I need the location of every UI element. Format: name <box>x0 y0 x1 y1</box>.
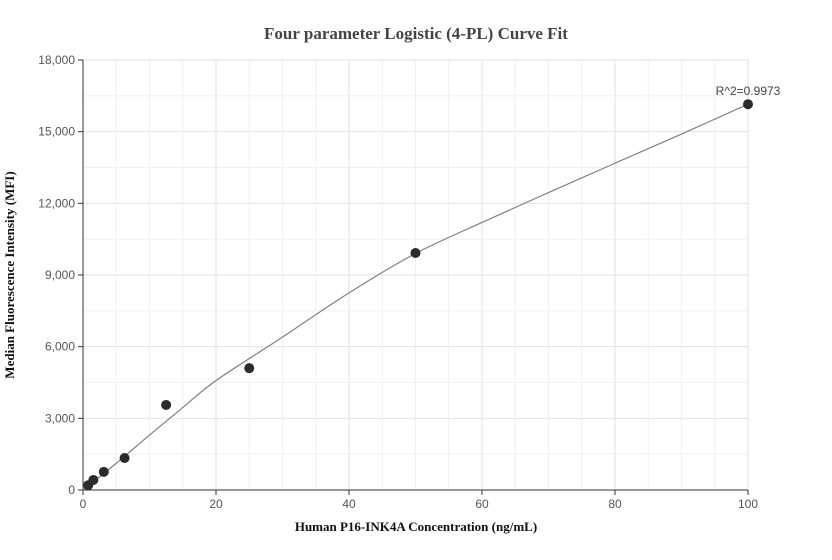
data-point <box>88 474 99 485</box>
y-tick-label: 0 <box>68 483 75 497</box>
grid <box>83 59 749 490</box>
x-axis-title: Human P16-INK4A Concentration (ng/mL) <box>295 519 537 534</box>
data-points <box>83 99 753 491</box>
y-tick-label: 3,000 <box>45 411 75 425</box>
x-tick-label: 0 <box>80 497 87 511</box>
y-tick-label: 6,000 <box>45 340 75 354</box>
data-point <box>244 363 255 374</box>
x-tick-label: 60 <box>475 497 489 511</box>
chart-title: Four parameter Logistic (4-PL) Curve Fit <box>264 24 568 43</box>
x-tick-label: 40 <box>342 497 356 511</box>
y-tick-label: 9,000 <box>45 268 75 282</box>
data-point <box>410 248 421 259</box>
r-squared-annotation: R^2=0.9973 <box>716 84 781 98</box>
y-axis-title: Median Fluorescence Intensity (MFI) <box>2 171 17 378</box>
data-point <box>98 466 109 477</box>
fit-curve <box>82 103 749 491</box>
y-tick-label: 12,000 <box>38 196 75 210</box>
data-point <box>743 99 753 110</box>
data-point <box>119 452 130 463</box>
y-tick-label: 18,000 <box>38 53 75 67</box>
y-axis-ticks: 0 3,000 6,000 9,000 12,000 15,000 18,000 <box>38 53 83 497</box>
x-tick-label: 80 <box>608 497 622 511</box>
x-tick-label: 20 <box>209 497 223 511</box>
data-point <box>161 399 172 410</box>
y-tick-label: 15,000 <box>38 125 75 139</box>
x-tick-label: 100 <box>738 497 758 511</box>
x-axis-ticks: 0 20 40 60 80 100 <box>80 490 758 511</box>
